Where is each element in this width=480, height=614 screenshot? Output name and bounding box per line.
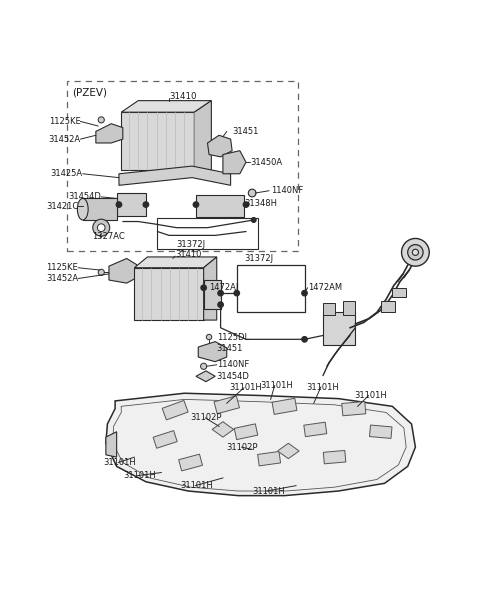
Polygon shape <box>234 424 258 440</box>
Bar <box>381 301 395 312</box>
Polygon shape <box>342 402 366 416</box>
Text: 1140NF: 1140NF <box>271 186 303 195</box>
Bar <box>392 288 406 297</box>
Ellipse shape <box>77 198 88 220</box>
Polygon shape <box>153 430 177 448</box>
Circle shape <box>243 202 249 208</box>
Polygon shape <box>324 451 346 464</box>
Text: 31452A: 31452A <box>48 134 81 144</box>
Text: 1125KE: 1125KE <box>48 117 81 126</box>
Ellipse shape <box>402 238 429 266</box>
Polygon shape <box>179 454 203 471</box>
Text: 31454D: 31454D <box>217 372 250 381</box>
Text: 1327AC: 1327AC <box>92 233 125 241</box>
Ellipse shape <box>98 270 104 276</box>
Polygon shape <box>134 257 217 268</box>
Polygon shape <box>304 422 327 437</box>
Text: 31410: 31410 <box>175 250 202 259</box>
Text: 31372J: 31372J <box>176 240 205 249</box>
Polygon shape <box>196 371 215 382</box>
Ellipse shape <box>93 219 110 236</box>
Text: 1472AI: 1472AI <box>209 283 239 292</box>
Ellipse shape <box>201 363 207 370</box>
Polygon shape <box>272 398 297 414</box>
Circle shape <box>201 285 206 290</box>
Bar <box>237 265 304 313</box>
Text: 1125DL: 1125DL <box>217 333 249 341</box>
Text: 31454D: 31454D <box>68 192 101 201</box>
Polygon shape <box>204 257 217 320</box>
Ellipse shape <box>412 249 419 255</box>
Bar <box>67 82 299 251</box>
Polygon shape <box>223 150 246 174</box>
Text: 31101H: 31101H <box>180 481 213 490</box>
Text: 31421C: 31421C <box>46 201 78 211</box>
Polygon shape <box>96 124 123 143</box>
Bar <box>323 303 335 315</box>
Text: 31101H: 31101H <box>229 383 262 392</box>
Bar <box>121 112 194 170</box>
Bar <box>157 219 258 249</box>
Text: 31425A: 31425A <box>50 169 83 178</box>
Polygon shape <box>194 101 211 170</box>
Bar <box>83 198 118 220</box>
Bar <box>323 313 355 344</box>
Bar <box>204 280 221 309</box>
Bar <box>343 301 355 315</box>
Ellipse shape <box>98 117 104 123</box>
Circle shape <box>234 290 240 296</box>
Bar <box>117 193 146 216</box>
Text: 31452A: 31452A <box>46 274 78 283</box>
Circle shape <box>193 202 199 208</box>
Text: 31372J: 31372J <box>244 254 274 263</box>
Ellipse shape <box>97 224 105 231</box>
Polygon shape <box>277 443 299 459</box>
Polygon shape <box>162 400 188 420</box>
Circle shape <box>302 336 307 342</box>
Text: 31101H: 31101H <box>354 391 386 400</box>
Circle shape <box>218 290 223 296</box>
Ellipse shape <box>408 244 423 260</box>
Polygon shape <box>121 101 211 112</box>
Ellipse shape <box>248 189 256 197</box>
Text: (PZEV): (PZEV) <box>72 88 107 98</box>
Circle shape <box>116 202 121 208</box>
Text: 1125KE: 1125KE <box>47 263 78 272</box>
Text: 1472AM: 1472AM <box>308 283 342 292</box>
Polygon shape <box>106 432 117 457</box>
Polygon shape <box>370 425 392 438</box>
Text: 31101H: 31101H <box>123 471 156 480</box>
Polygon shape <box>109 258 137 283</box>
Text: 1140NF: 1140NF <box>217 360 249 369</box>
Polygon shape <box>119 166 230 185</box>
Polygon shape <box>212 422 234 437</box>
Polygon shape <box>207 135 232 157</box>
Text: 31450A: 31450A <box>250 158 282 167</box>
Ellipse shape <box>206 335 212 340</box>
Text: 31451: 31451 <box>217 344 243 353</box>
Text: 31410: 31410 <box>169 92 196 101</box>
Text: 31101H: 31101H <box>260 381 293 390</box>
Text: 31102P: 31102P <box>191 413 222 422</box>
Text: 31101H: 31101H <box>104 458 136 467</box>
Text: 31101H: 31101H <box>306 383 339 392</box>
Bar <box>196 195 244 217</box>
Polygon shape <box>106 393 415 495</box>
Text: 31101H: 31101H <box>252 486 285 495</box>
Circle shape <box>218 302 223 308</box>
Text: 31102P: 31102P <box>227 443 258 452</box>
Polygon shape <box>258 451 281 466</box>
Circle shape <box>252 218 256 222</box>
Circle shape <box>143 202 149 208</box>
Bar <box>134 268 204 320</box>
Text: 31451: 31451 <box>232 127 259 136</box>
Circle shape <box>302 290 307 296</box>
Text: 31348H: 31348H <box>244 198 277 208</box>
Polygon shape <box>214 396 240 414</box>
Polygon shape <box>198 341 227 362</box>
